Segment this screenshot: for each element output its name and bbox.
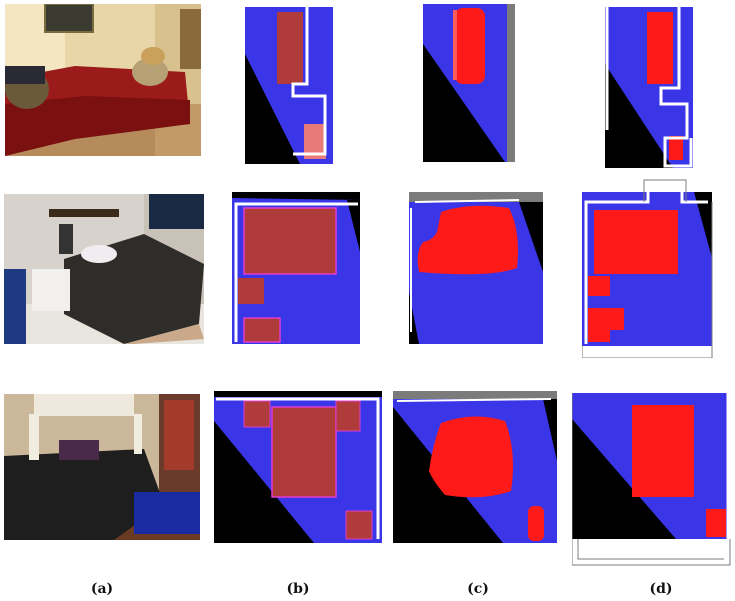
caption-b: (b) <box>286 581 310 597</box>
panel-row3-d <box>572 389 732 569</box>
panel-row3-c <box>393 391 557 543</box>
photo-bedroom-bed <box>4 194 204 344</box>
photo-living-room <box>5 4 201 156</box>
caption-d: (d) <box>649 581 673 597</box>
photo-bedroom-dark-bed <box>4 394 200 540</box>
caption-c: (c) <box>467 581 489 597</box>
caption-a: (a) <box>90 581 114 597</box>
panel-row1-c <box>423 4 515 162</box>
panel-row1-b <box>245 4 333 164</box>
panel-row3-b <box>214 391 382 543</box>
panel-row2-b <box>232 192 360 344</box>
panel-row2-d <box>582 178 718 358</box>
panel-row2-c <box>409 192 543 344</box>
panel-row1-d <box>605 4 693 168</box>
